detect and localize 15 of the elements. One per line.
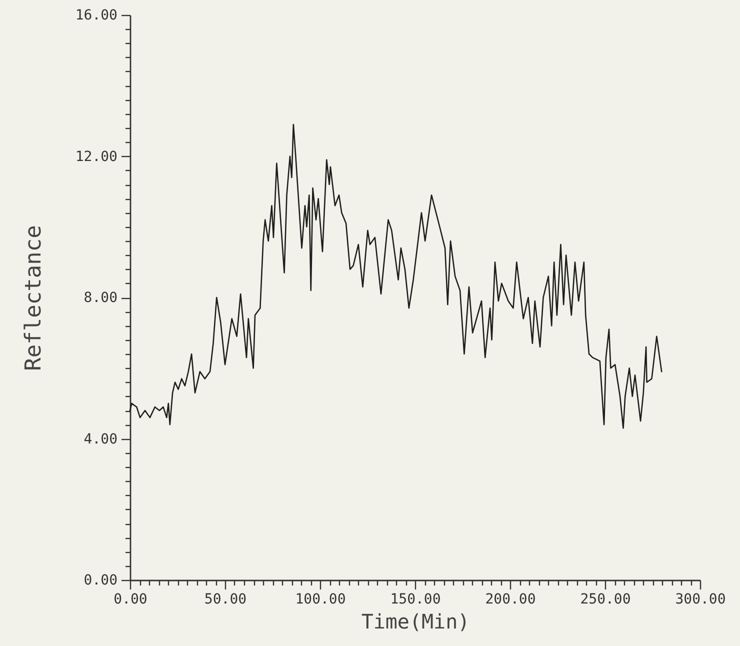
x-tick-label: 100.00: [295, 592, 346, 608]
y-tick-label: 8.00: [84, 290, 118, 306]
x-tick-label: 200.00: [485, 592, 536, 608]
x-tick-label: 250.00: [580, 592, 631, 608]
x-tick-label: 0.00: [114, 592, 148, 608]
y-tick-label: 0.00: [84, 572, 118, 588]
y-axis-title: Reflectance: [21, 225, 46, 371]
y-tick-label: 12.00: [75, 148, 118, 165]
x-tick-label: 300.00: [675, 592, 726, 608]
x-axis-title: Time(Min): [361, 610, 470, 634]
y-tick-label: 16.00: [75, 8, 118, 24]
x-tick-label: 50.00: [204, 592, 247, 608]
x-tick-label: 150.00: [390, 592, 441, 608]
line-series: [129, 124, 662, 429]
y-tick-label: 4.00: [84, 431, 118, 448]
